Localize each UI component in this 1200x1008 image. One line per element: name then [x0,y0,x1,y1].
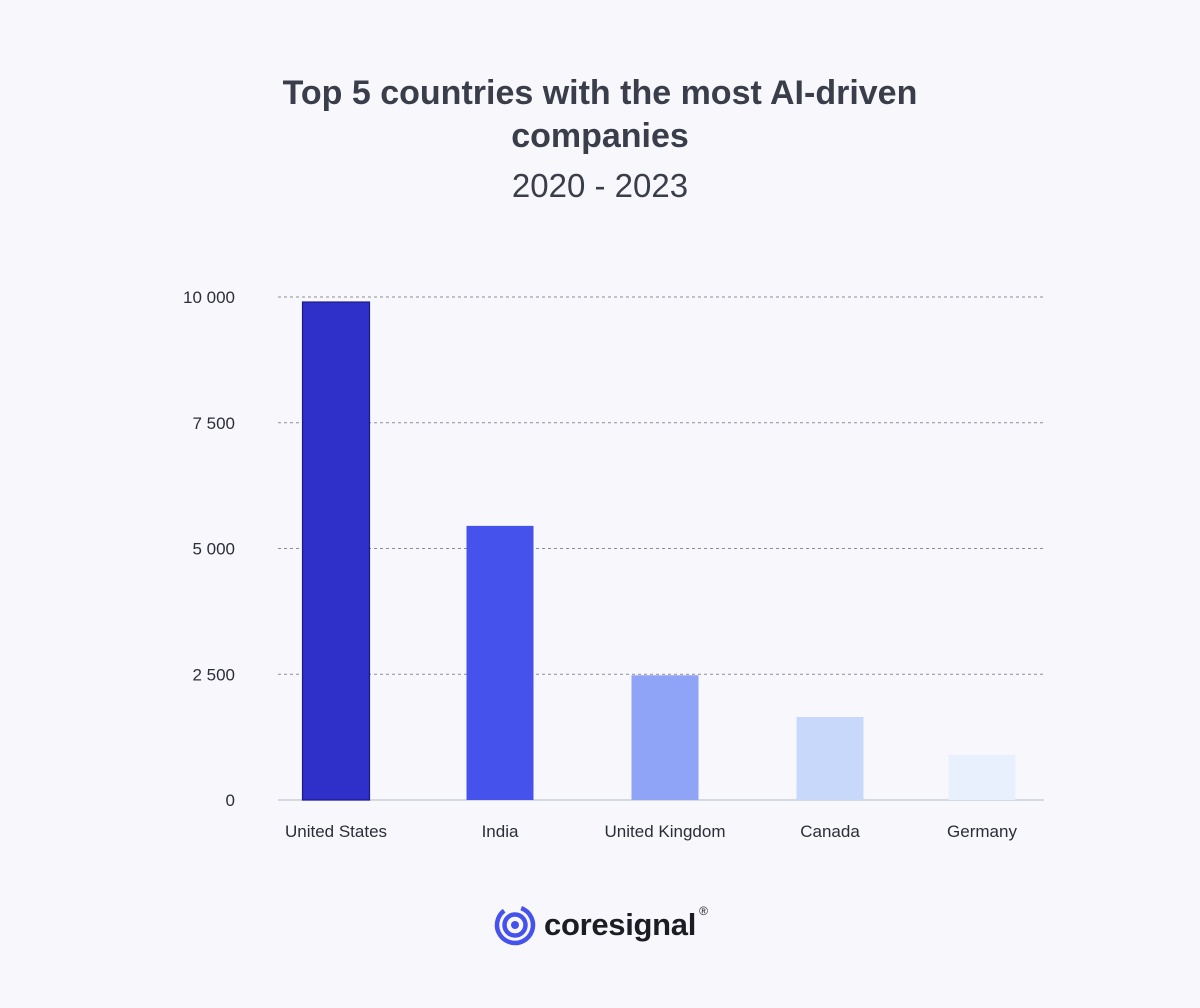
x-tick-label-united-states: United States [285,822,387,841]
x-tick-label-india: India [482,822,519,841]
registered-mark: ® [699,904,708,918]
y-tick-label: 10 000 [183,288,235,307]
y-tick-label: 5 000 [192,540,235,559]
bar-india [466,525,534,800]
bar-united-states [301,301,371,801]
bar-canada [796,717,864,800]
y-tick-label: 2 500 [192,665,235,684]
coresignal-logo-icon [494,904,536,946]
x-tick-label-canada: Canada [800,822,860,841]
y-tick-label: 7 500 [192,414,235,433]
bar-germany [948,754,1016,800]
x-tick-label-united-kingdom: United Kingdom [605,822,726,841]
brand-logo: coresignal ® [494,902,708,948]
bar-united-kingdom [631,675,699,800]
chart-title: Top 5 countries with the most AI-driven … [282,74,918,155]
y-tick-label: 0 [226,791,235,810]
chart-subtitle: 2020 - 2023 [511,167,689,204]
x-tick-label-germany: Germany [947,822,1017,841]
brand-name: coresignal [544,907,697,942]
